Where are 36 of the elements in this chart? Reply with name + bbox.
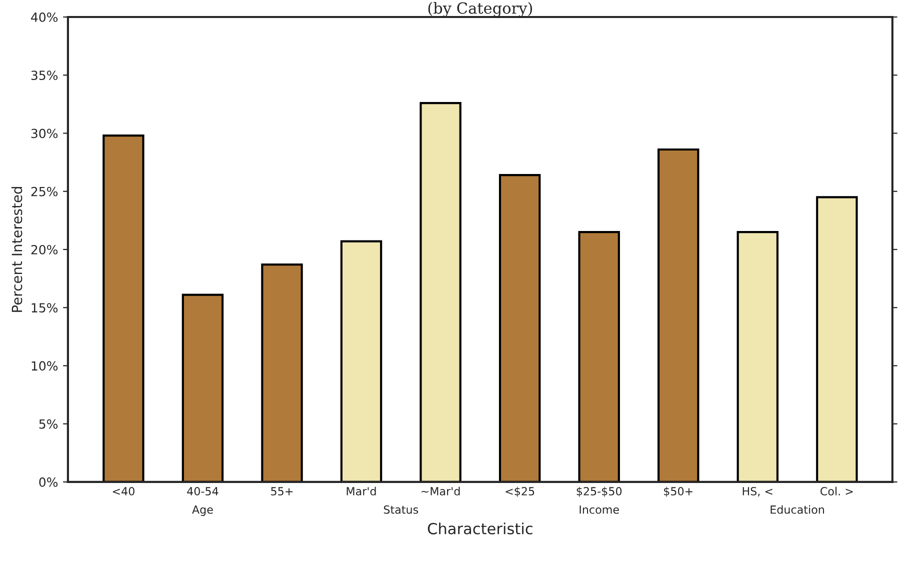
bar	[816, 196, 858, 482]
y-tick-label: 20%	[31, 244, 58, 254]
bar	[261, 264, 303, 482]
text: Age	[192, 506, 213, 516]
x-tick-label: $25-$50	[576, 486, 622, 497]
x-tick-label: ~Mar'd	[422, 486, 460, 496]
bar	[340, 240, 382, 482]
y-tick-label: 0%	[39, 477, 58, 487]
bar	[578, 231, 620, 482]
y-tick-label: 40%	[31, 12, 58, 22]
y-tick-label: 5%	[39, 419, 58, 429]
text: Status	[384, 505, 418, 514]
y-axis-title: Percent Interested	[11, 186, 22, 312]
x-tick-label: HS, <	[742, 487, 772, 497]
bar	[102, 134, 144, 482]
x-tick-label: <$25	[506, 486, 534, 497]
text: Education	[770, 505, 824, 514]
x-tick-label: Col. >	[820, 486, 853, 496]
x-tick-label: 55+	[271, 487, 293, 496]
bar	[420, 102, 462, 482]
x-tick-label: Mar'd	[346, 486, 376, 496]
y-tick-label: 25%	[31, 186, 58, 196]
y-tick-label: 30%	[31, 128, 58, 138]
bar	[498, 174, 541, 482]
bar	[658, 148, 700, 482]
y-tick-label: 35%	[31, 70, 58, 80]
y-tick-label: 15%	[32, 303, 58, 313]
x-tick-label: <40	[112, 487, 134, 496]
x-tick-label: 40-54	[187, 487, 218, 496]
bar	[182, 294, 224, 482]
chart-title: (by Category)	[428, 2, 532, 18]
text: Income	[580, 506, 619, 514]
y-tick-label: 10%	[32, 361, 58, 371]
bar	[736, 231, 779, 482]
x-axis-title: Characteristic	[428, 522, 532, 534]
x-tick-label: $50+	[664, 486, 692, 497]
